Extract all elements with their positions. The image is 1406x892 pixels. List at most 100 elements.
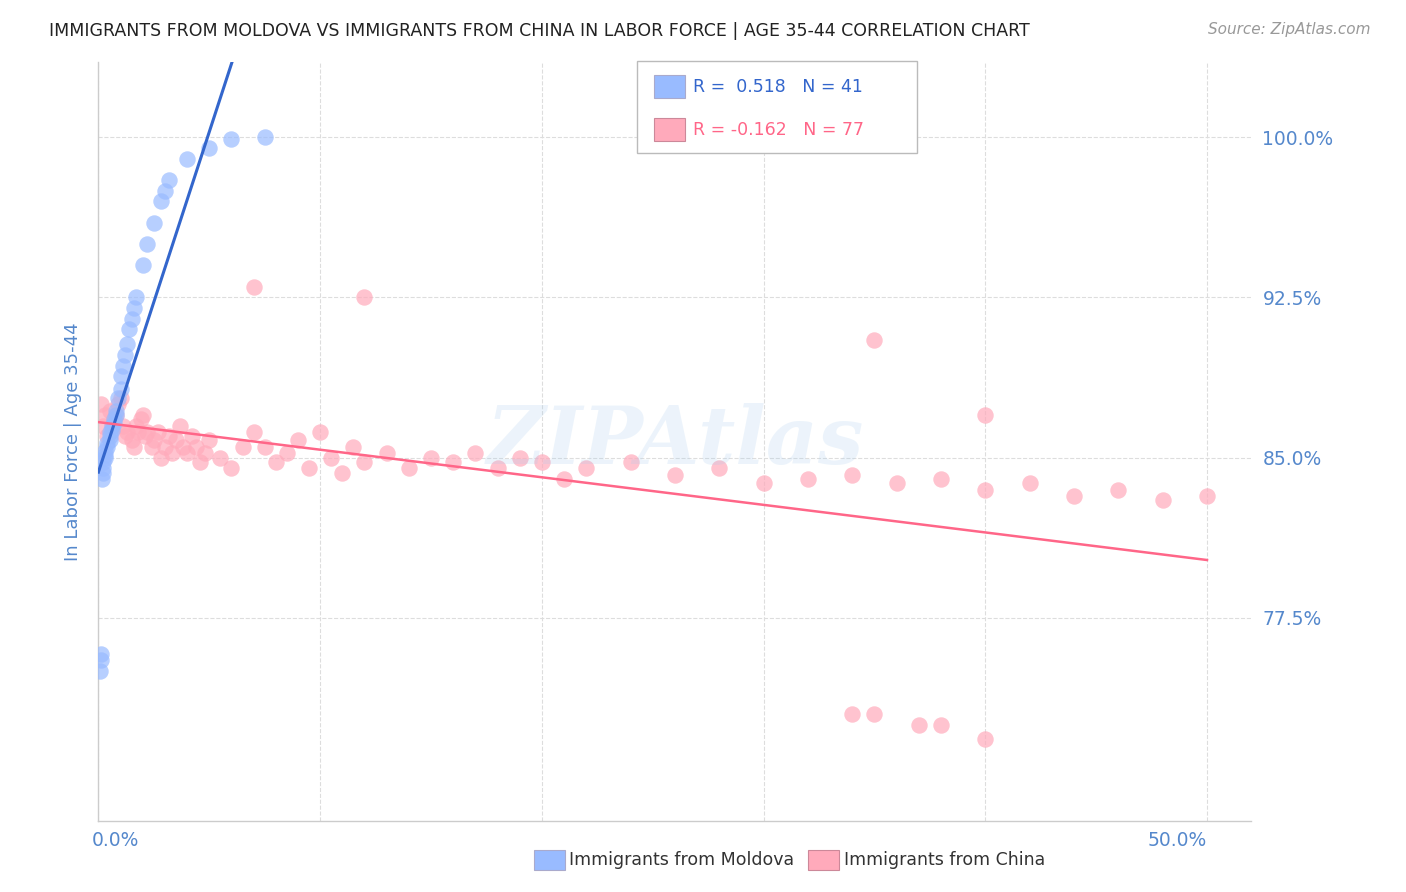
Text: Immigrants from Moldova: Immigrants from Moldova	[569, 851, 794, 869]
Text: R =  0.518   N = 41: R = 0.518 N = 41	[693, 78, 863, 95]
Text: 50.0%: 50.0%	[1147, 831, 1206, 850]
Point	[752, 476, 775, 491]
Point	[221, 461, 243, 475]
Point	[105, 408, 128, 422]
Point	[100, 423, 122, 437]
Point	[841, 706, 863, 721]
Point	[298, 461, 321, 475]
Point	[176, 152, 198, 166]
Point	[94, 444, 117, 458]
Point	[141, 440, 163, 454]
Point	[122, 301, 145, 315]
Point	[90, 397, 112, 411]
Text: ZIPAtlas: ZIPAtlas	[486, 403, 863, 480]
Point	[441, 455, 464, 469]
Point	[105, 403, 128, 417]
Point	[103, 412, 125, 426]
Point	[89, 664, 111, 678]
Point	[90, 647, 112, 661]
Point	[127, 425, 149, 439]
Point	[276, 446, 298, 460]
Point	[863, 706, 886, 721]
Point	[94, 408, 117, 422]
Point	[111, 359, 134, 373]
Point	[121, 434, 143, 448]
Text: Immigrants from China: Immigrants from China	[844, 851, 1045, 869]
Point	[125, 290, 148, 304]
Point	[165, 434, 187, 448]
Point	[110, 369, 132, 384]
Point	[148, 425, 170, 439]
Point	[863, 333, 886, 347]
Point	[330, 466, 353, 480]
Point	[149, 450, 172, 465]
Point	[117, 425, 139, 439]
Point	[136, 425, 159, 439]
Text: 0.0%: 0.0%	[91, 831, 139, 850]
Point	[91, 466, 114, 480]
Point	[1063, 489, 1085, 503]
Point	[91, 418, 114, 433]
Point	[114, 348, 136, 362]
Point	[111, 418, 134, 433]
Point	[149, 194, 172, 209]
Point	[98, 425, 121, 439]
Point	[98, 403, 121, 417]
Point	[98, 429, 121, 443]
Point	[841, 467, 863, 482]
Text: Source: ZipAtlas.com: Source: ZipAtlas.com	[1208, 22, 1371, 37]
Point	[103, 412, 125, 426]
Point	[1107, 483, 1129, 497]
Point	[242, 279, 264, 293]
Point	[929, 472, 952, 486]
Point	[1018, 476, 1040, 491]
Point	[91, 455, 114, 469]
Point	[100, 418, 122, 433]
Point	[486, 461, 509, 475]
Point	[974, 483, 997, 497]
Point	[91, 461, 114, 475]
Point	[142, 434, 165, 448]
Point	[118, 322, 141, 336]
Point	[253, 130, 276, 145]
Point	[242, 425, 264, 439]
Point	[90, 472, 112, 486]
Y-axis label: In Labor Force | Age 35-44: In Labor Force | Age 35-44	[63, 322, 82, 561]
Point	[530, 455, 553, 469]
Point	[142, 216, 165, 230]
Point	[180, 429, 202, 443]
Point	[160, 446, 183, 460]
Point	[132, 408, 155, 422]
Point	[96, 435, 118, 450]
Point	[929, 717, 952, 731]
Point	[1152, 493, 1174, 508]
Point	[664, 467, 686, 482]
Point	[353, 290, 375, 304]
Point	[198, 141, 221, 155]
Point	[103, 417, 125, 431]
Point	[100, 418, 122, 433]
Point	[172, 440, 194, 454]
Point	[194, 446, 217, 460]
Text: R = -0.162   N = 77: R = -0.162 N = 77	[693, 120, 865, 138]
Point	[321, 450, 343, 465]
Point	[125, 418, 148, 433]
Point	[509, 450, 531, 465]
Point	[1195, 489, 1218, 503]
Point	[114, 429, 136, 443]
Point	[121, 311, 143, 326]
Point	[709, 461, 731, 475]
Point	[209, 450, 232, 465]
Point	[797, 472, 820, 486]
Point	[287, 434, 309, 448]
Point	[221, 132, 243, 146]
Point	[231, 440, 254, 454]
Point	[96, 429, 118, 443]
Point	[553, 472, 575, 486]
Point	[464, 446, 486, 460]
Point	[309, 425, 332, 439]
Point	[136, 237, 159, 252]
Point	[619, 455, 641, 469]
Point	[94, 449, 117, 463]
Point	[132, 258, 155, 272]
